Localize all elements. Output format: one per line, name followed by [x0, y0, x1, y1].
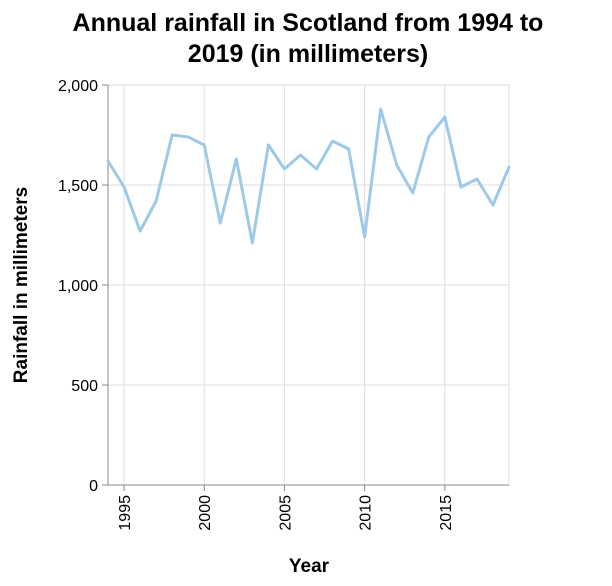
tick-labels: 0 500 1,000 1,500 2,000 1995 2000 2005 2010 2015 [58, 78, 455, 531]
axes [102, 84, 509, 491]
rainfall-series-line [106, 107, 511, 245]
y-tick-label: 1,000 [58, 278, 98, 295]
x-tick-label: 2010 [358, 495, 375, 531]
y-tick-label: 1,500 [58, 178, 98, 195]
y-tick-label: 2,000 [58, 78, 98, 95]
x-tick-label: 1995 [117, 495, 134, 531]
chart-title-line-1: Annual rainfall in Scotland from 1994 to [73, 9, 544, 37]
x-tick-label: 2005 [277, 495, 294, 531]
x-axis-title: Year [289, 556, 330, 577]
y-tick-label: 500 [71, 378, 98, 395]
x-tick-label: 2015 [438, 495, 455, 531]
grid-lines [108, 84, 510, 486]
y-axis-title: Rainfall in millimeters [11, 187, 32, 383]
chart-title-line-2: 2019 (in millimeters) [188, 40, 428, 68]
series [106, 107, 511, 245]
y-tick-label: 0 [89, 478, 98, 495]
x-tick-label: 2000 [197, 495, 214, 531]
